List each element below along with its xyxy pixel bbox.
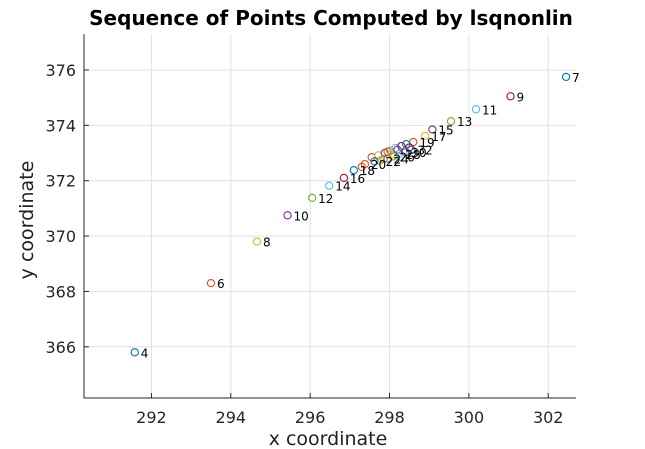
point-label: 32 — [417, 144, 432, 158]
data-point — [307, 193, 317, 203]
x-tick-label: 294 — [216, 408, 247, 427]
point-label: 12 — [318, 192, 333, 206]
axes — [83, 34, 576, 399]
point-label: 20 — [371, 158, 386, 172]
data-point — [395, 149, 404, 159]
data-points — [130, 72, 571, 357]
data-point — [428, 125, 437, 134]
data-point — [409, 137, 418, 147]
data-point — [393, 145, 402, 154]
point-label: 18 — [360, 164, 375, 178]
x-tick-label: 296 — [295, 408, 326, 427]
point-label: 22 — [386, 155, 401, 169]
point-label: 14 — [335, 180, 350, 194]
y-axis-label: y coordinate — [16, 161, 38, 280]
tick-labels: 292 294 296 298 300 302 366 368 370 372 374 376 — [45, 61, 563, 427]
y-tick-label: 368 — [45, 282, 76, 301]
data-point — [375, 156, 384, 165]
x-tick-label: 300 — [454, 408, 485, 427]
point-label: 13 — [457, 115, 472, 129]
point-label: 28 — [405, 148, 420, 162]
point-label: 16 — [350, 172, 365, 186]
point-label: 10 — [294, 209, 309, 223]
y-tick-label: 374 — [45, 116, 76, 135]
point-label: 9 — [517, 90, 525, 104]
data-point — [391, 143, 400, 153]
data-point — [357, 162, 366, 172]
data-point — [387, 150, 396, 159]
point-label: 8 — [263, 236, 271, 250]
data-point — [446, 117, 456, 126]
data-point — [506, 92, 515, 101]
point-label: 17 — [431, 130, 446, 144]
x-tick-label: 292 — [136, 408, 167, 427]
y-tick-label: 372 — [45, 172, 76, 191]
data-point — [379, 154, 388, 164]
point-label: 15 — [438, 123, 453, 137]
y-tick-label: 370 — [45, 227, 76, 246]
data-point — [206, 278, 216, 288]
y-tick-label: 376 — [45, 61, 76, 80]
point-label: 19 — [419, 136, 434, 150]
data-point — [349, 166, 358, 175]
data-point — [561, 72, 571, 82]
point-label: 4 — [141, 346, 149, 360]
data-point — [130, 348, 139, 357]
y-tick-label: 366 — [45, 338, 76, 357]
data-point — [325, 181, 334, 190]
data-point — [252, 237, 262, 246]
point-label: 11 — [482, 103, 497, 117]
data-point — [370, 157, 379, 166]
data-point — [421, 131, 430, 141]
point-label: 6 — [217, 277, 225, 291]
point-label: 7 — [572, 71, 580, 85]
data-point — [471, 105, 481, 114]
x-tick-label: 302 — [533, 408, 564, 427]
point-label: 30 — [411, 146, 426, 160]
chart-title: Sequence of Points Computed by lsqnonlin — [89, 6, 573, 30]
data-point — [339, 173, 349, 183]
point-label: 26 — [399, 150, 414, 164]
data-point — [405, 143, 414, 152]
x-tick-label: 298 — [374, 408, 405, 427]
data-point — [407, 145, 416, 154]
x-axis-label: x coordinate — [269, 428, 388, 449]
data-point — [399, 147, 408, 156]
grid-lines — [84, 34, 576, 398]
data-point — [283, 211, 292, 220]
point-label: 24 — [394, 153, 409, 167]
